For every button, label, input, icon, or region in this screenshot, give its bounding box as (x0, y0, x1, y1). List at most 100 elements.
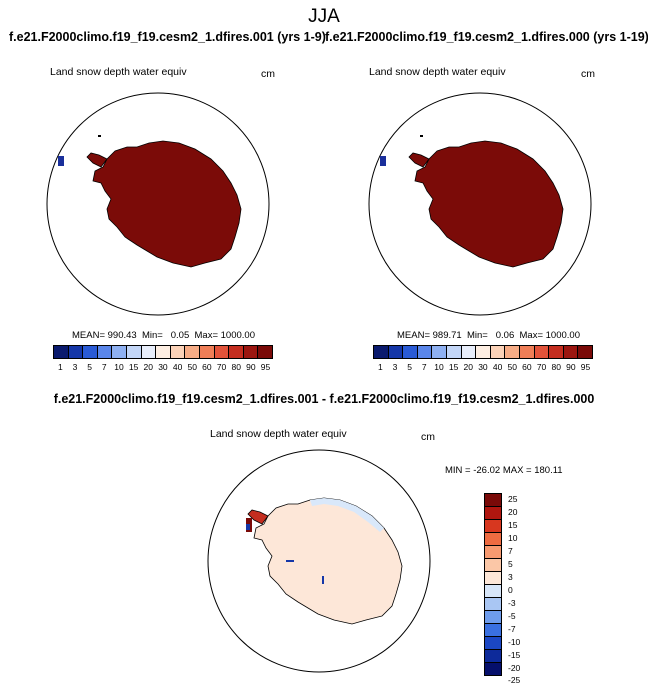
colorbar-tick-label: 20 (143, 362, 153, 372)
panel-left-case-title: f.e21.F2000climo.f19_f19.cesm2_1.dfires.… (9, 30, 326, 44)
colorbar-swatch (156, 346, 171, 358)
diff-units-label: cm (421, 431, 435, 443)
colorbar-tick-label: 15 (128, 362, 139, 372)
colorbar-tick-label: 20 (463, 362, 473, 372)
colorbar-swatch (485, 650, 501, 663)
colorbar-tick-label: 5 (87, 362, 92, 372)
colorbar-tick-label: -10 (508, 636, 521, 647)
panel-left-stats: MEAN= 990.43 Min= 0.05 Max= 1000.00 (72, 330, 255, 341)
colorbar-tick-label: 60 (522, 362, 532, 372)
colorbar-swatch (485, 611, 501, 624)
colorbar-tick-label: 25 (508, 494, 518, 505)
diff-title: f.e21.F2000climo.f19_f19.cesm2_1.dfires.… (53, 392, 595, 406)
colorbar-swatch (485, 533, 501, 546)
colorbar-tick-label: 80 (551, 362, 561, 372)
panel-left-variable-label: Land snow depth water equiv (50, 66, 187, 78)
colorbar-tick-label: 60 (202, 362, 212, 372)
colorbar-tick-label: 15 (448, 362, 459, 372)
colorbar-swatch (170, 346, 186, 358)
antarctic-peninsula (86, 152, 108, 168)
colorbar-tick-label: 10 (434, 362, 444, 372)
colorbar-swatch (374, 346, 389, 358)
colorbar-swatch (432, 346, 447, 358)
colorbar-swatch (417, 346, 433, 358)
colorbar-swatch (476, 346, 491, 358)
colorbar-swatch (403, 346, 418, 358)
colorbar-swatch (549, 346, 564, 358)
colorbar-tick-label: -25 (508, 675, 521, 685)
colorbar-swatch (126, 346, 142, 358)
colorbar-tick-label: 30 (478, 362, 488, 372)
colorbar-tick-label: 5 (407, 362, 412, 372)
colorbar-tick-label: 10 (508, 533, 518, 544)
colorbar-tick-label: 90 (246, 362, 256, 372)
panel-right-polar-map (368, 92, 592, 316)
diff-stats: MIN = -26.02 MAX = 180.11 (445, 465, 563, 476)
colorbar-swatch (54, 346, 69, 358)
colorbar-tick-label: 50 (187, 362, 197, 372)
colorbar-tick-label: 70 (216, 362, 227, 372)
colorbar-swatch (199, 346, 215, 358)
panel-left-colorbar-ticks: 1 3 5 7 10 15 20 30 40 50 60 70 80 90 95 (53, 362, 273, 372)
colorbar-tick-label: 3 (508, 572, 513, 583)
diff-peninsula (247, 509, 269, 525)
colorbar-tick-label: 5 (508, 559, 513, 570)
colorbar-tick-label: 7 (508, 546, 513, 557)
colorbar-swatch (485, 663, 501, 675)
colorbar-tick-label: 40 (492, 362, 503, 372)
colorbar-swatch (83, 346, 98, 358)
colorbar-tick-label: 30 (158, 362, 168, 372)
colorbar-swatch (534, 346, 550, 358)
diff-colorbar-ticks: 25 20 15 10 7 5 3 0 -3 -5 -7 -10 -15 -20 -25 (508, 493, 548, 685)
colorbar-swatch (490, 346, 506, 358)
colorbar-swatch (485, 624, 501, 637)
colorbar-tick-label: 1 (57, 362, 63, 372)
panel-right-variable-label: Land snow depth water equiv (369, 66, 506, 78)
colorbar-tick-label: 3 (72, 362, 78, 372)
colorbar-swatch (461, 346, 477, 358)
colorbar-swatch (563, 346, 579, 358)
colorbar-tick-label: 15 (508, 520, 518, 531)
colorbar-swatch (485, 637, 501, 650)
colorbar-swatch (258, 346, 272, 358)
colorbar-tick-label: -7 (508, 623, 516, 634)
colorbar-tick-label: 80 (231, 362, 241, 372)
colorbar-tick-label: -20 (508, 662, 521, 673)
colorbar-tick-label: 7 (101, 362, 107, 372)
colorbar-tick-label: 20 (508, 507, 518, 518)
colorbar-swatch (485, 572, 501, 585)
colorbar-tick-label: 70 (536, 362, 547, 372)
colorbar-swatch (68, 346, 84, 358)
colorbar-swatch (97, 346, 113, 358)
colorbar-swatch (141, 346, 157, 358)
panel-left-units-label: cm (261, 68, 275, 80)
colorbar-swatch (446, 346, 462, 358)
colorbar-tick-label: 7 (421, 362, 427, 372)
colorbar-tick-label: -5 (508, 610, 516, 621)
colorbar-tick-label: 0 (508, 584, 513, 595)
colorbar-tick-label: -15 (508, 649, 521, 660)
colorbar-swatch (485, 507, 501, 520)
diff-edge-blue-band (310, 498, 384, 532)
diff-variable-label: Land snow depth water equiv (210, 428, 347, 440)
diff-blue-speck (246, 524, 250, 530)
colorbar-swatch (519, 346, 535, 358)
colorbar-tick-label: -3 (508, 597, 516, 608)
south-america-tip (58, 156, 64, 166)
panel-right-colorbar-ticks: 1 3 5 7 10 15 20 30 40 50 60 70 80 90 95 (373, 362, 593, 372)
antarctica-snow-fill (92, 140, 242, 268)
panel-right-case-title: f.e21.F2000climo.f19_f19.cesm2_1.dfires.… (325, 30, 648, 44)
antarctica-snow-fill (414, 140, 564, 268)
colorbar-tick-label: 95 (580, 362, 591, 372)
island-speck (98, 135, 101, 137)
panel-right-colorbar (373, 345, 593, 359)
diff-polar-map (207, 449, 431, 673)
diff-ice-shelf-speck-2 (322, 576, 324, 584)
colorbar-swatch (505, 346, 520, 358)
colorbar-swatch (185, 346, 200, 358)
colorbar-swatch (214, 346, 230, 358)
colorbar-swatch (112, 346, 127, 358)
colorbar-swatch (485, 494, 501, 507)
colorbar-swatch (578, 346, 592, 358)
colorbar-tick-label: 40 (172, 362, 183, 372)
